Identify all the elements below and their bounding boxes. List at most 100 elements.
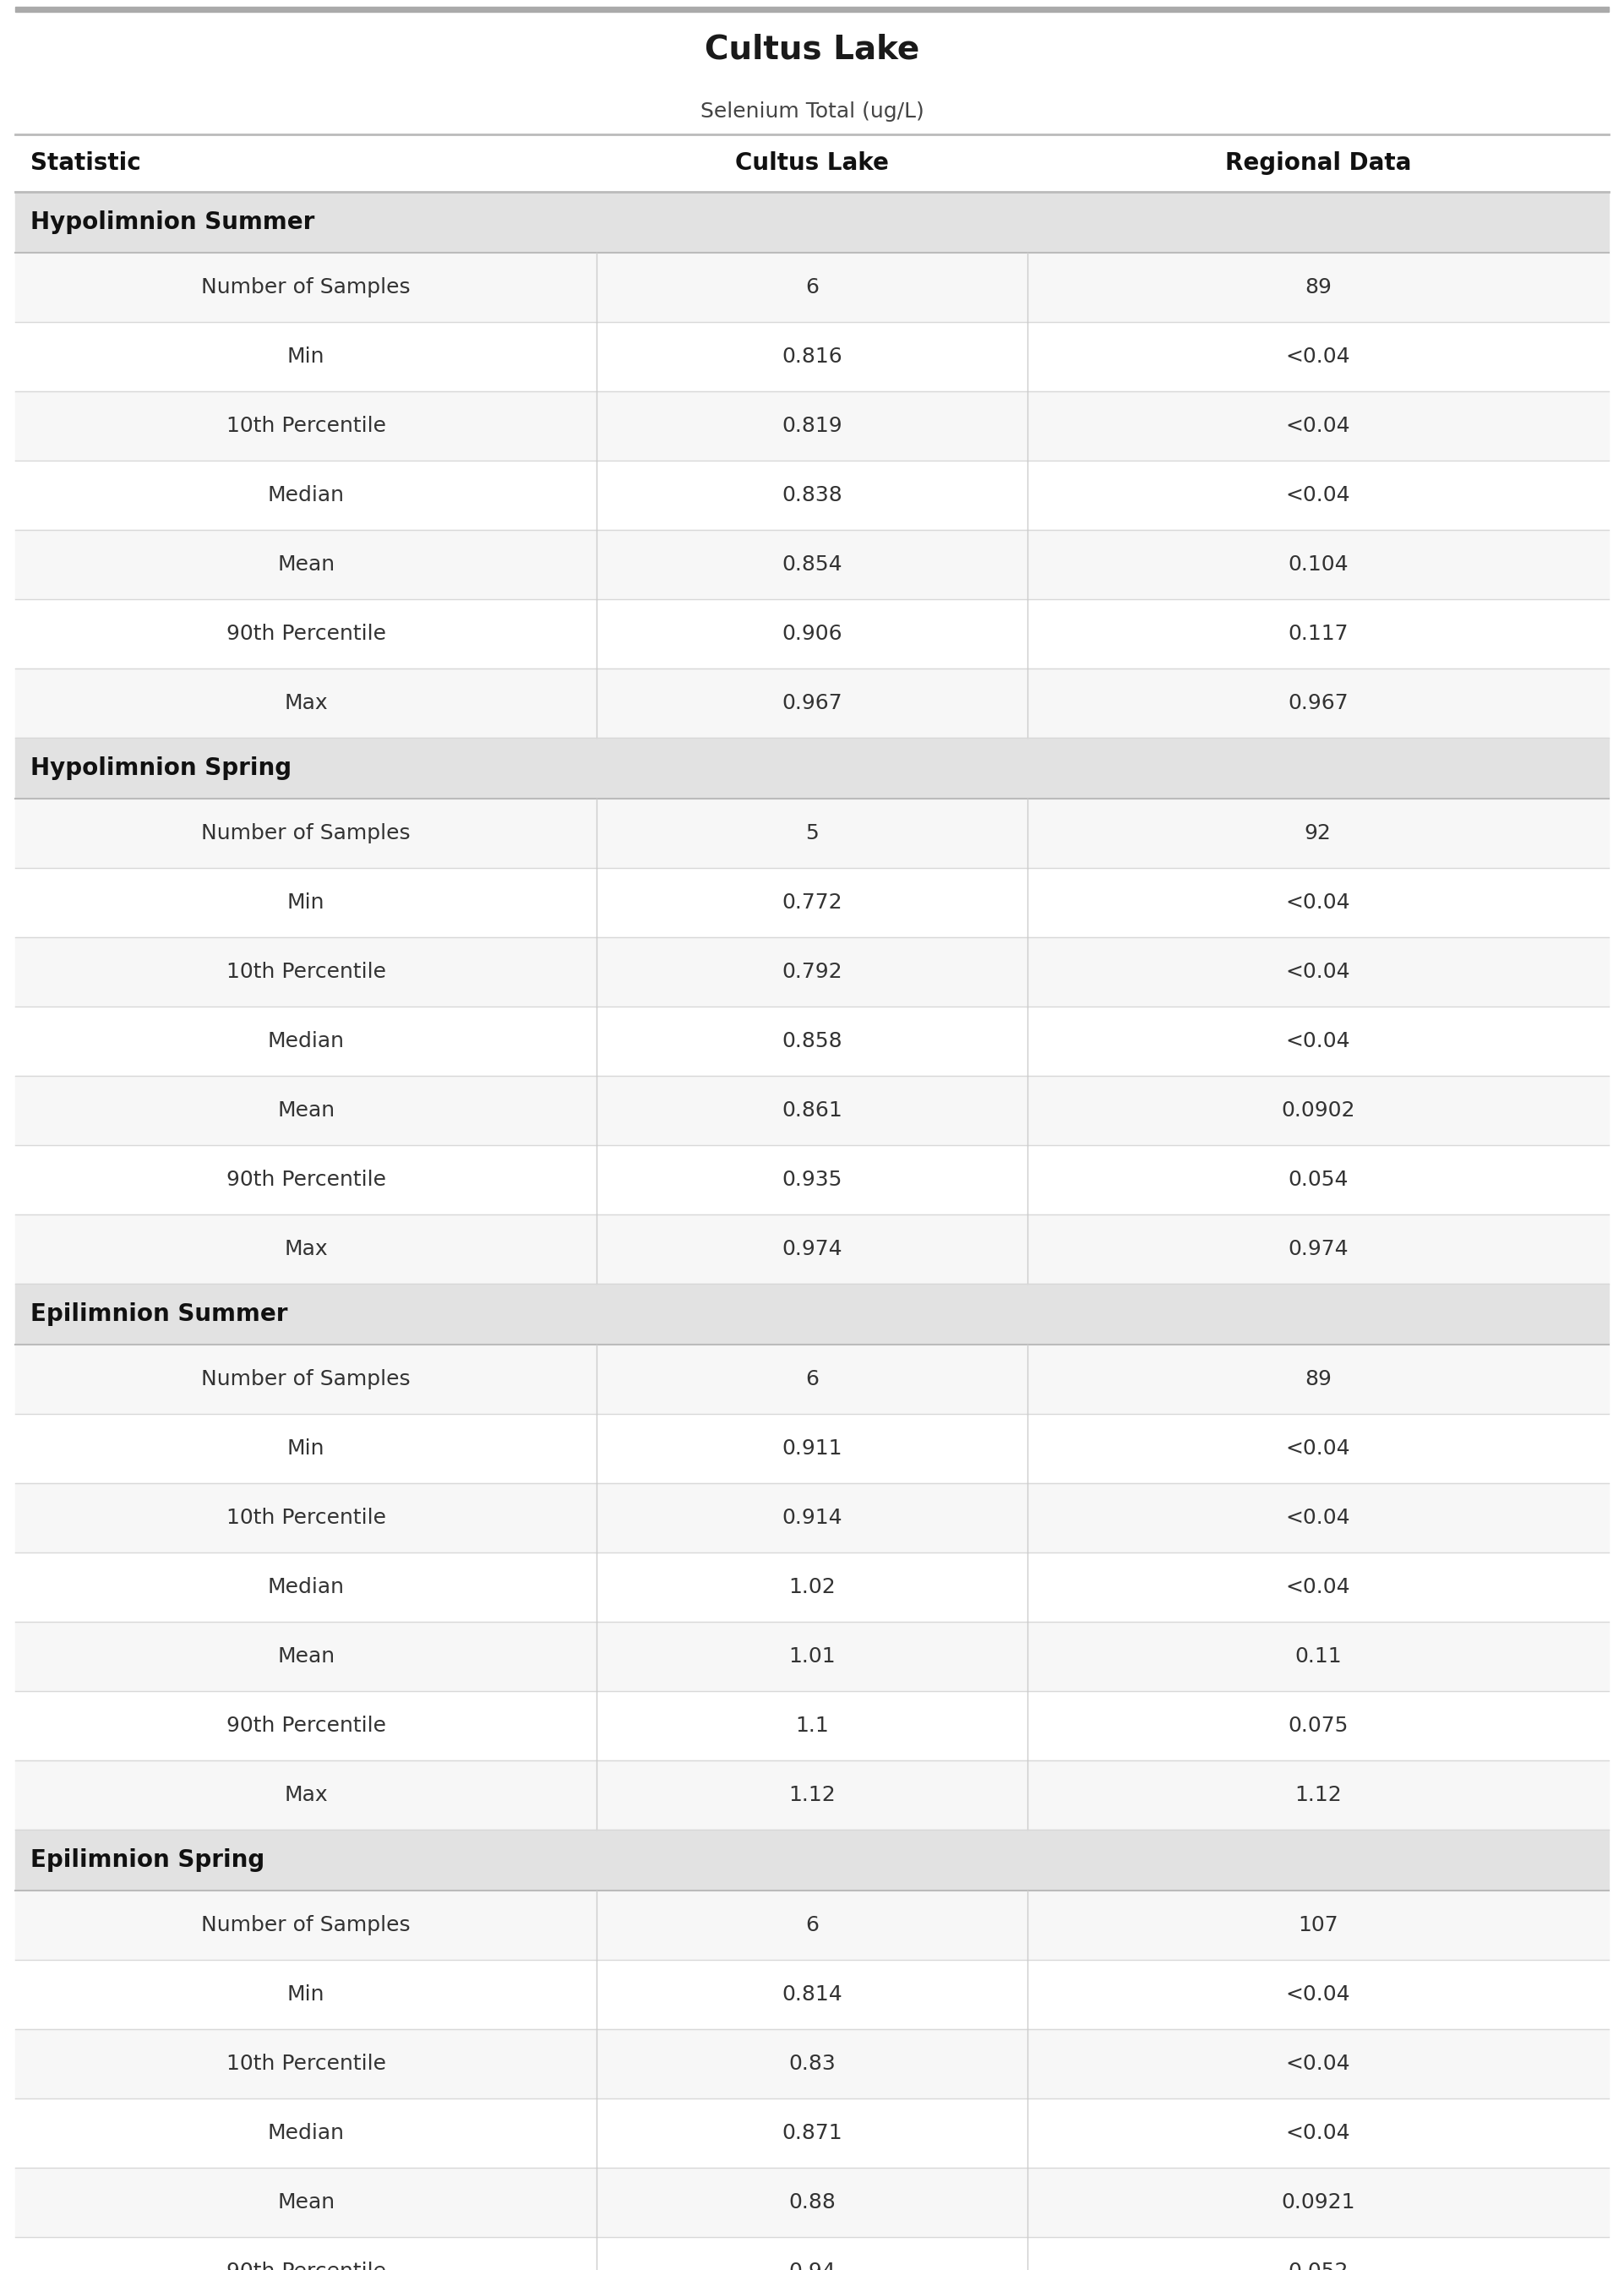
Text: Cultus Lake: Cultus Lake [736, 152, 888, 175]
Text: Number of Samples: Number of Samples [201, 277, 411, 297]
Text: Min: Min [287, 1984, 325, 2004]
Text: 0.772: 0.772 [781, 892, 843, 913]
Bar [15, 1414, 1609, 1482]
Text: Mean: Mean [278, 2193, 335, 2213]
Text: 89: 89 [1304, 1369, 1332, 1389]
Bar [15, 2236, 1609, 2270]
Text: 0.854: 0.854 [781, 554, 843, 574]
Text: 10th Percentile: 10th Percentile [226, 415, 387, 436]
Text: Median: Median [268, 2122, 344, 2143]
Text: 0.914: 0.914 [781, 1507, 843, 1528]
Bar [15, 1214, 1609, 1285]
Bar [15, 1621, 1609, 1691]
Text: Number of Samples: Number of Samples [201, 1916, 411, 1936]
Bar [15, 1830, 1609, 1891]
Bar [15, 799, 1609, 867]
Text: <0.04: <0.04 [1286, 1439, 1350, 1460]
Bar [15, 1006, 1609, 1076]
Text: <0.04: <0.04 [1286, 892, 1350, 913]
Text: Min: Min [287, 1439, 325, 1460]
Text: 0.94: 0.94 [788, 2261, 836, 2270]
Text: <0.04: <0.04 [1286, 1984, 1350, 2004]
Text: 0.104: 0.104 [1288, 554, 1348, 574]
Text: 0.11: 0.11 [1294, 1646, 1341, 1666]
Text: <0.04: <0.04 [1286, 1578, 1350, 1598]
Text: Hypolimnion Spring: Hypolimnion Spring [31, 756, 292, 781]
Text: 0.974: 0.974 [781, 1239, 843, 1260]
Text: <0.04: <0.04 [1286, 486, 1350, 506]
Text: Mean: Mean [278, 1646, 335, 1666]
Bar [15, 322, 1609, 390]
Text: <0.04: <0.04 [1286, 1507, 1350, 1528]
Text: 0.816: 0.816 [781, 347, 843, 368]
Text: <0.04: <0.04 [1286, 1031, 1350, 1051]
Text: 0.814: 0.814 [781, 1984, 843, 2004]
Text: 1.02: 1.02 [788, 1578, 836, 1598]
Text: 90th Percentile: 90th Percentile [226, 1716, 387, 1737]
Text: 10th Percentile: 10th Percentile [226, 962, 387, 983]
Text: Mean: Mean [278, 1101, 335, 1121]
Text: Cultus Lake: Cultus Lake [705, 34, 919, 66]
Text: 90th Percentile: 90th Percentile [226, 1169, 387, 1189]
Text: Median: Median [268, 486, 344, 506]
Bar [15, 1144, 1609, 1214]
Text: Hypolimnion Summer: Hypolimnion Summer [31, 211, 315, 234]
Text: 10th Percentile: 10th Percentile [226, 2054, 387, 2075]
Text: Min: Min [287, 347, 325, 368]
Bar [15, 390, 1609, 461]
Bar [15, 1891, 1609, 1959]
Text: 6: 6 [806, 277, 818, 297]
Bar [15, 938, 1609, 1006]
Text: 10th Percentile: 10th Percentile [226, 1507, 387, 1528]
Bar [15, 1959, 1609, 2029]
Text: <0.04: <0.04 [1286, 415, 1350, 436]
Text: Max: Max [284, 692, 328, 713]
Bar [15, 461, 1609, 529]
Bar [15, 529, 1609, 599]
Bar [15, 1553, 1609, 1621]
Text: 0.819: 0.819 [781, 415, 843, 436]
Text: 0.052: 0.052 [1288, 2261, 1348, 2270]
Text: 107: 107 [1298, 1916, 1338, 1936]
Text: <0.04: <0.04 [1286, 347, 1350, 368]
Bar [15, 134, 1609, 193]
Text: 0.935: 0.935 [781, 1169, 843, 1189]
Text: 1.01: 1.01 [789, 1646, 835, 1666]
Text: 0.974: 0.974 [1288, 1239, 1348, 1260]
Bar [15, 599, 1609, 667]
Text: 0.83: 0.83 [788, 2054, 836, 2075]
Bar [15, 2097, 1609, 2168]
Text: 0.117: 0.117 [1288, 624, 1348, 645]
Text: 92: 92 [1304, 824, 1332, 844]
Text: 1.1: 1.1 [796, 1716, 828, 1737]
Text: 1.12: 1.12 [788, 1784, 836, 1805]
Text: 89: 89 [1304, 277, 1332, 297]
Text: 0.88: 0.88 [788, 2193, 836, 2213]
Text: Selenium Total (ug/L): Selenium Total (ug/L) [700, 100, 924, 120]
Text: 0.838: 0.838 [781, 486, 843, 506]
Text: <0.04: <0.04 [1286, 962, 1350, 983]
Bar [15, 738, 1609, 799]
Text: 0.967: 0.967 [781, 692, 843, 713]
Bar [15, 667, 1609, 738]
Text: 6: 6 [806, 1916, 818, 1936]
Bar [15, 1482, 1609, 1553]
Bar [15, 7, 1609, 11]
Text: 90th Percentile: 90th Percentile [226, 2261, 387, 2270]
Bar [15, 1691, 1609, 1762]
Text: 0.075: 0.075 [1288, 1716, 1348, 1737]
Text: 6: 6 [806, 1369, 818, 1389]
Text: Max: Max [284, 1239, 328, 1260]
Text: 0.906: 0.906 [781, 624, 843, 645]
Bar [15, 1344, 1609, 1414]
Text: Max: Max [284, 1784, 328, 1805]
Text: Min: Min [287, 892, 325, 913]
Text: Median: Median [268, 1031, 344, 1051]
Text: 0.871: 0.871 [781, 2122, 843, 2143]
Text: Regional Data: Regional Data [1224, 152, 1411, 175]
Bar [15, 867, 1609, 938]
Text: 0.861: 0.861 [781, 1101, 843, 1121]
Bar [15, 2168, 1609, 2236]
Text: Mean: Mean [278, 554, 335, 574]
Text: 5: 5 [806, 824, 818, 844]
